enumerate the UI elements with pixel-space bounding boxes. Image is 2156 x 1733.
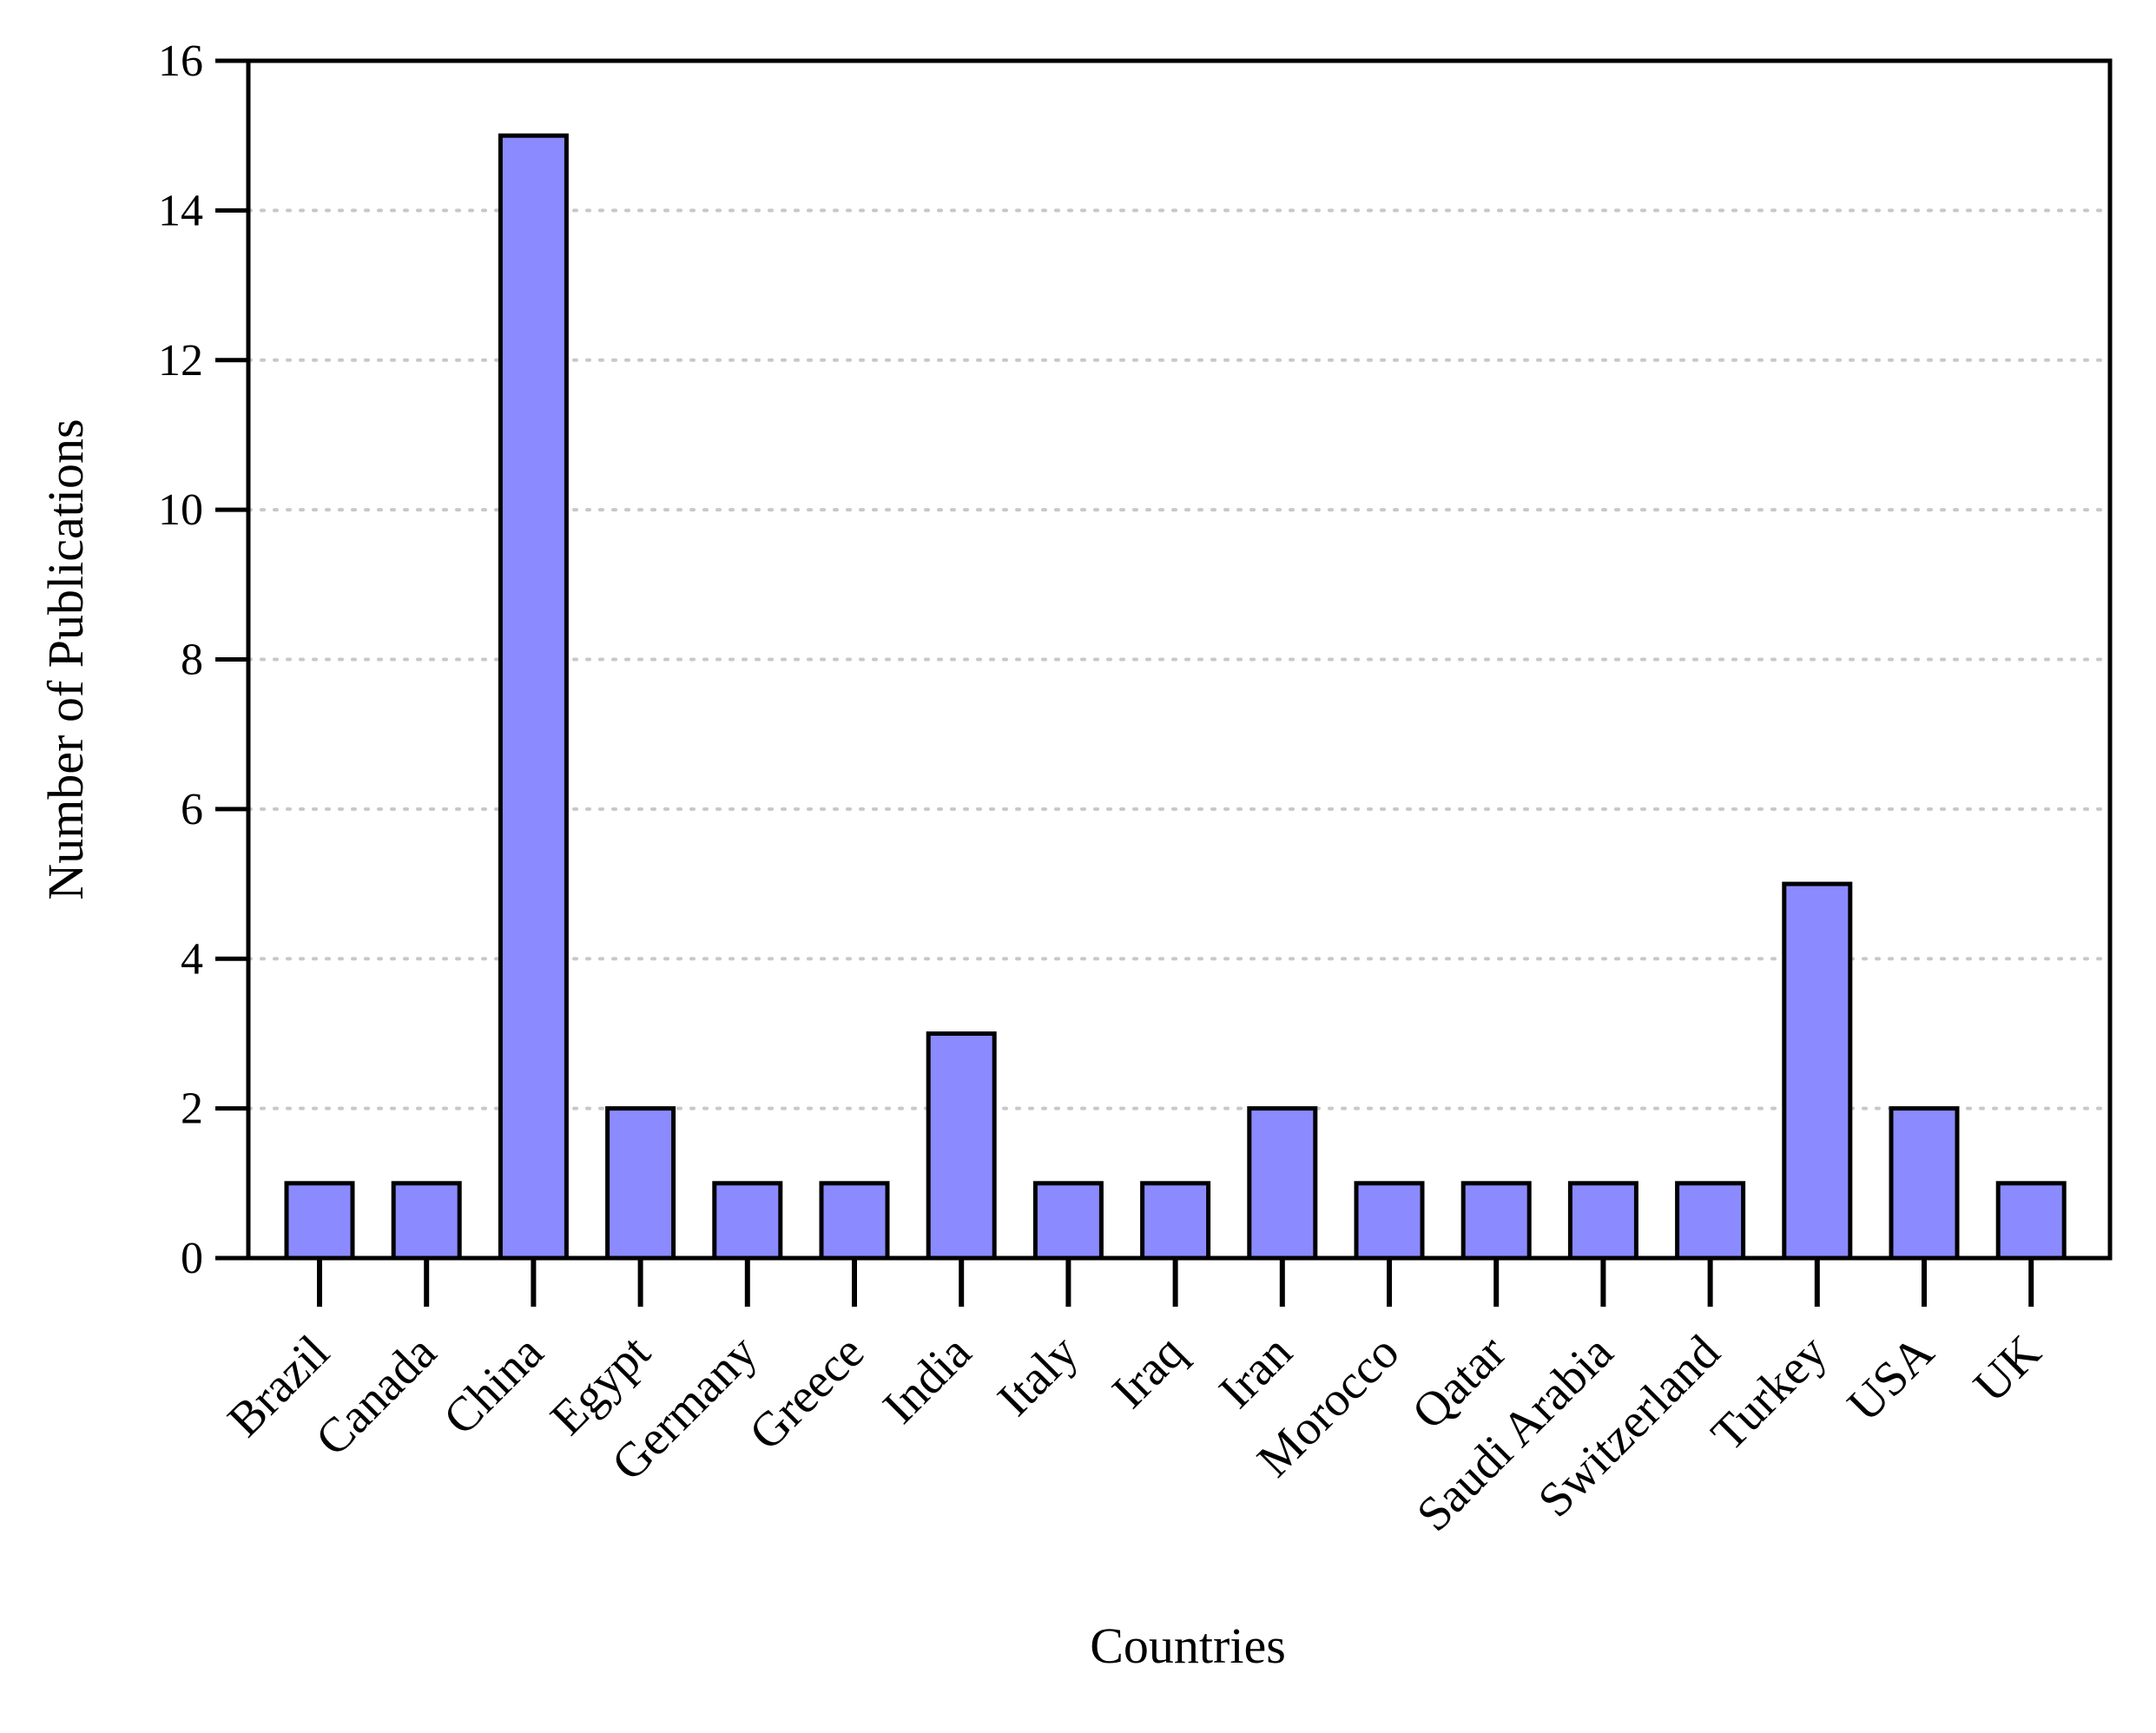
bar-canada: [391, 1181, 462, 1261]
bar-uk: [1995, 1181, 2067, 1261]
bar-china: [498, 133, 569, 1261]
y-tick-label: 14: [158, 186, 203, 235]
x-axis-title: Countries: [1090, 1618, 1286, 1674]
x-tick-label: UK: [1963, 1325, 2051, 1413]
x-tick-label: Canada: [306, 1325, 447, 1466]
x-tick-label: Greece: [739, 1325, 874, 1460]
y-tick-label: 0: [181, 1234, 203, 1283]
bar-greece: [819, 1181, 890, 1261]
x-tick-label: Turkey: [1701, 1325, 1837, 1461]
bar-brazil: [284, 1181, 355, 1261]
y-axis-title: Number of Publications: [37, 418, 94, 899]
x-tick-label: China: [433, 1325, 554, 1446]
y-tick-label: 2: [181, 1084, 203, 1134]
bar-usa: [1889, 1106, 1960, 1261]
bar-india: [926, 1031, 997, 1261]
y-tick-label: 6: [181, 785, 203, 834]
bar-iran: [1247, 1106, 1318, 1261]
bar-morocco: [1354, 1181, 1425, 1261]
y-tick-label: 16: [158, 36, 203, 86]
y-axis-ticks: 0 2 4 6 8 10 12 14 16: [158, 36, 248, 1283]
bar-saudi-arabia: [1567, 1181, 1638, 1261]
bar-turkey: [1782, 881, 1853, 1261]
bar-switzerland: [1675, 1181, 1746, 1261]
x-tick-label: Iraq: [1102, 1325, 1196, 1419]
bar-egypt: [605, 1106, 676, 1261]
x-tick-label: Italy: [987, 1325, 1088, 1426]
bar-qatar: [1460, 1181, 1532, 1261]
x-tick-label: Iran: [1209, 1325, 1302, 1419]
x-tick-label: USA: [1837, 1325, 1944, 1432]
y-tick-label: 4: [181, 934, 203, 984]
y-tick-label: 12: [158, 336, 203, 385]
y-tick-label: 10: [158, 485, 203, 535]
x-tick-label: India: [873, 1325, 981, 1433]
bars: [284, 133, 2067, 1261]
bar-iraq: [1140, 1181, 1211, 1261]
x-axis-ticks: BrazilCanadaChinaEgyptGermanyGreeceIndia…: [218, 1258, 2051, 1542]
y-tick-label: 8: [181, 636, 203, 685]
bar-italy: [1032, 1181, 1104, 1261]
bar-germany: [712, 1181, 783, 1261]
